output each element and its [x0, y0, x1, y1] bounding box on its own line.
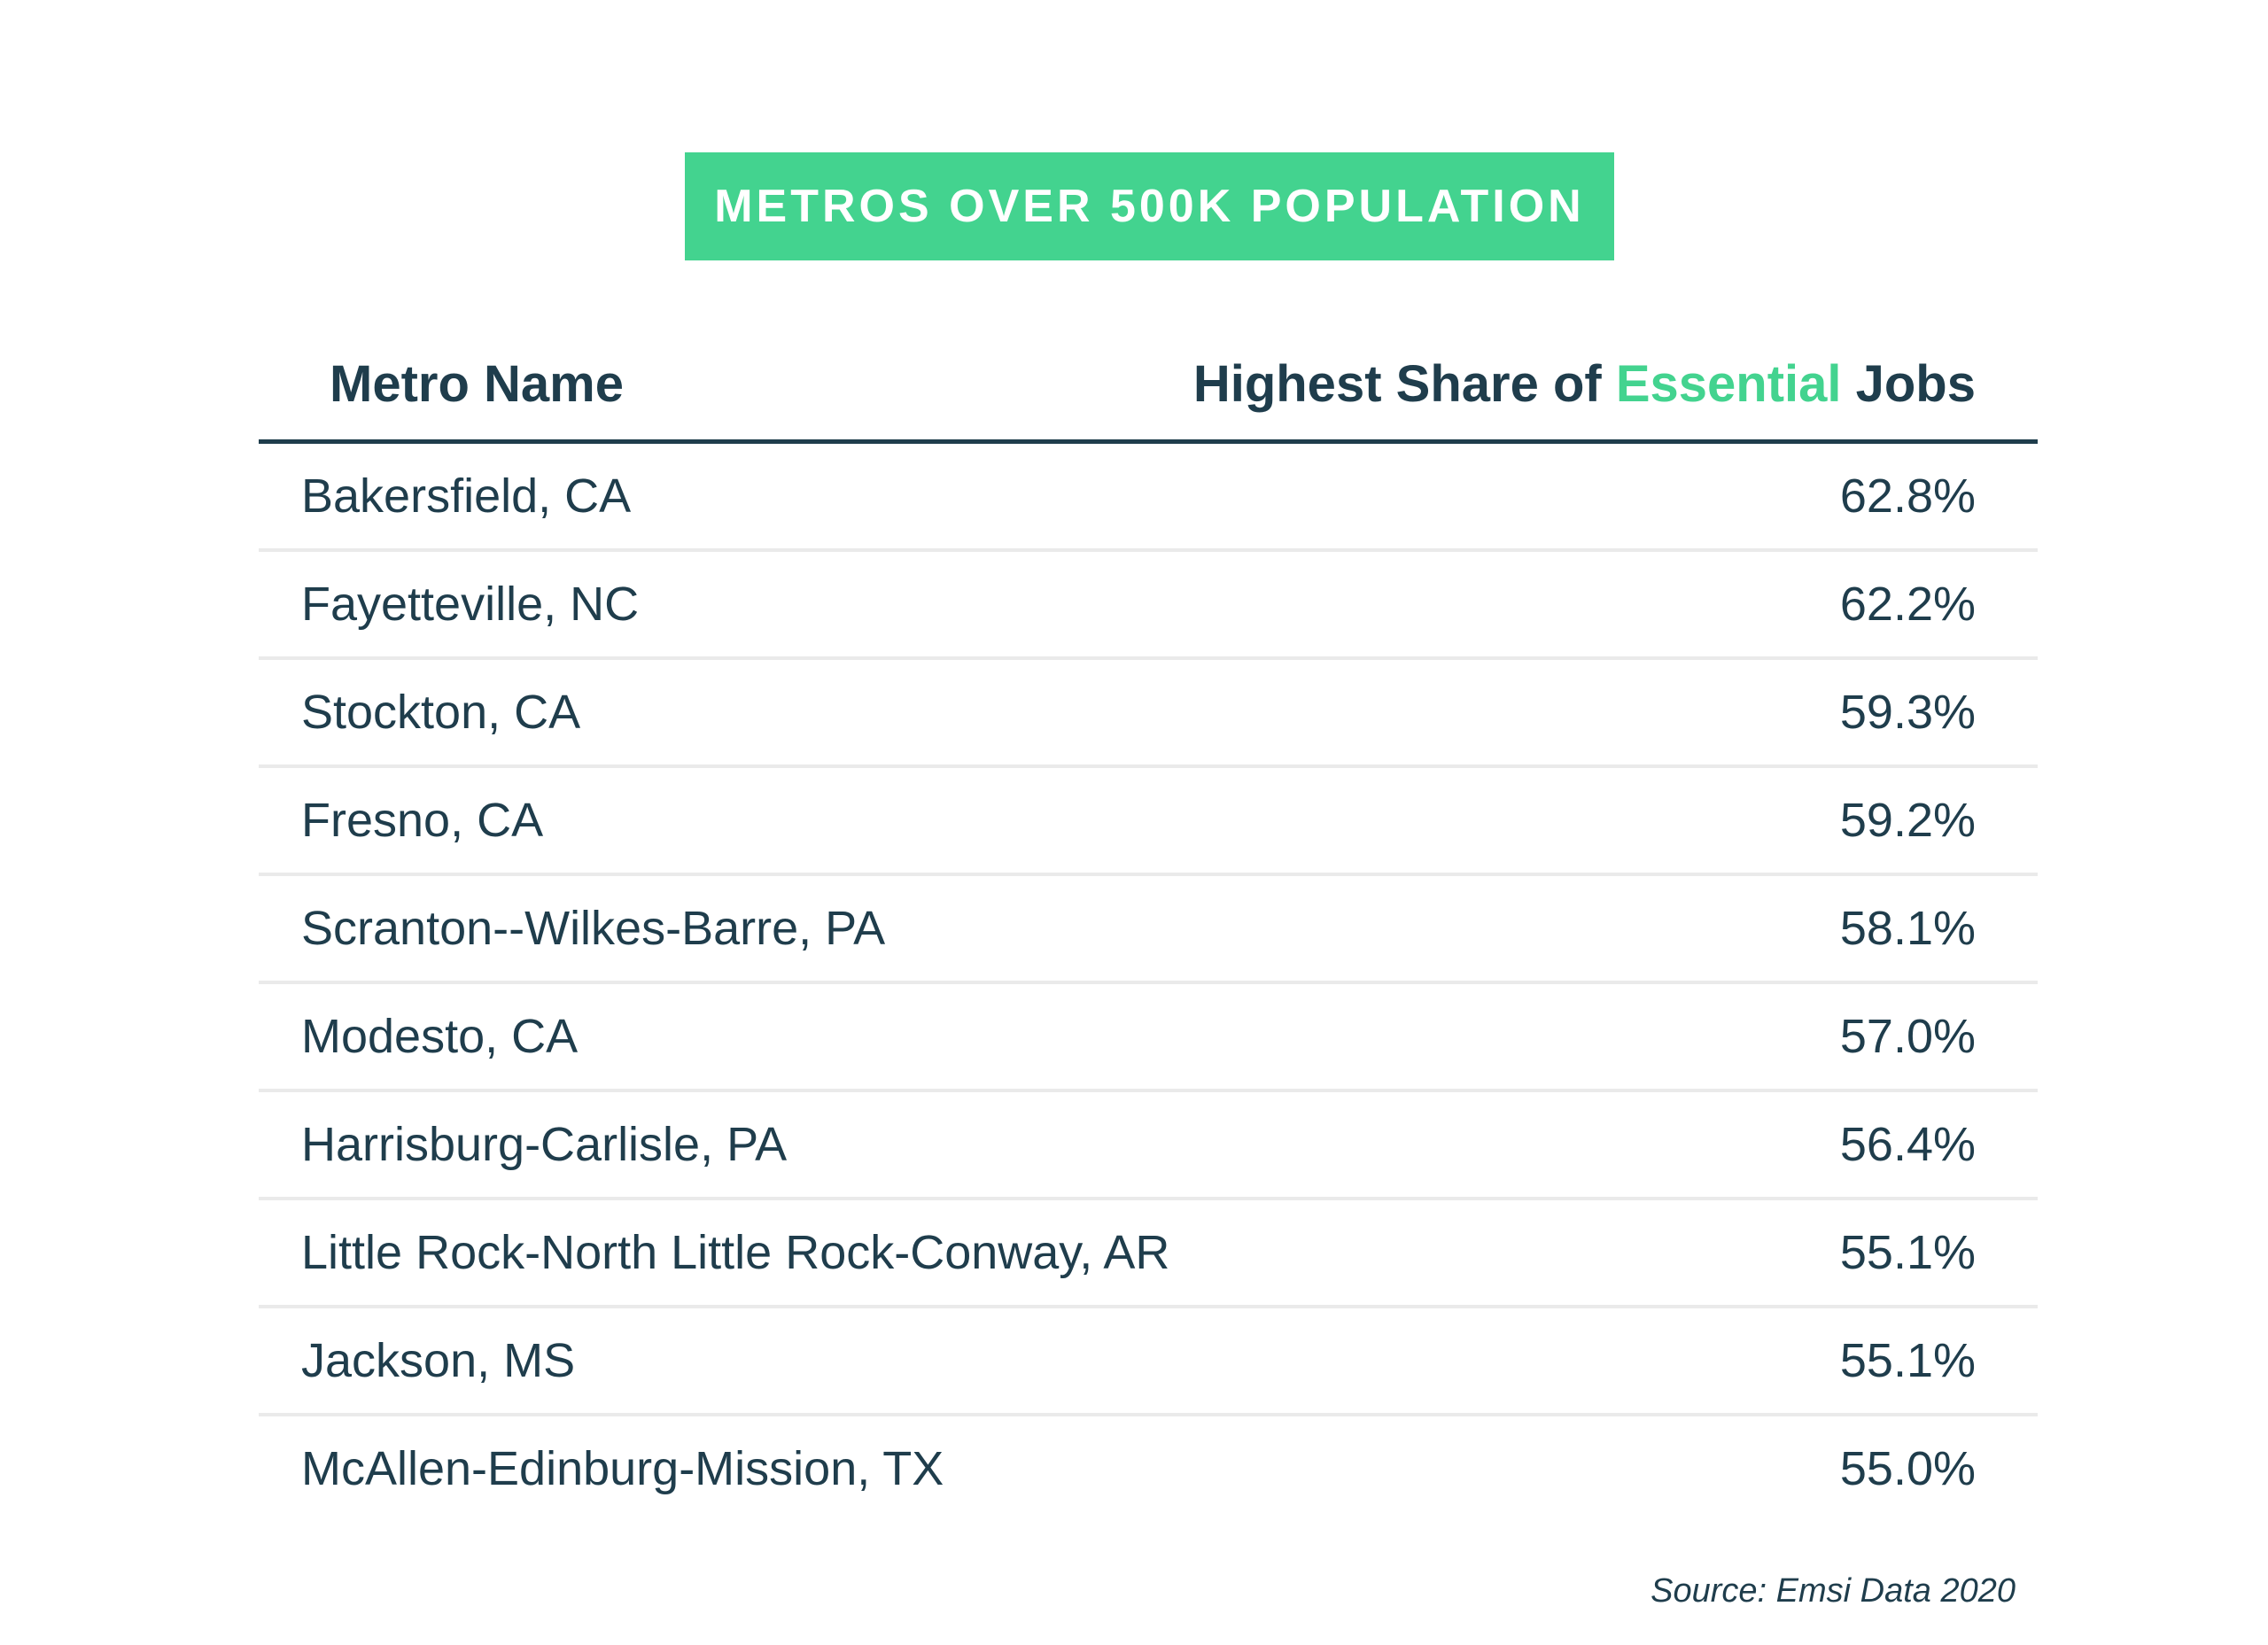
- table-row: Stockton, CA 59.3%: [259, 660, 2038, 768]
- header-divider: [259, 439, 2038, 444]
- metro-name-cell: Modesto, CA: [301, 1010, 579, 1063]
- column-header-suffix: Jobs: [1841, 355, 1976, 413]
- essential-share-cell: 62.8%: [1839, 469, 1976, 523]
- table-row: Scranton--Wilkes-Barre, PA 58.1%: [259, 876, 2038, 984]
- essential-share-cell: 55.0%: [1839, 1442, 1976, 1495]
- column-header-prefix: Highest Share of: [1192, 355, 1616, 413]
- essential-share-cell: 55.1%: [1839, 1226, 1976, 1279]
- metro-name-cell: Jackson, MS: [301, 1334, 576, 1387]
- chart-title: METROS OVER 500K POPULATION: [714, 181, 1585, 232]
- table-row: Bakersfield, CA 62.8%: [259, 444, 2038, 552]
- essential-share-cell: 56.4%: [1839, 1118, 1976, 1171]
- column-header-metro-name: Metro Name: [330, 355, 624, 413]
- metro-name-cell: Fayetteville, NC: [301, 578, 640, 631]
- table-row: Fayetteville, NC 62.2%: [259, 552, 2038, 660]
- metro-name-cell: Scranton--Wilkes-Barre, PA: [301, 902, 886, 955]
- table-body: Bakersfield, CA 62.8% Fayetteville, NC 6…: [259, 444, 2038, 1521]
- metro-name-cell: Stockton, CA: [301, 686, 581, 739]
- table-header: Metro Name Highest Share of Essential Jo…: [259, 337, 2038, 443]
- essential-share-cell: 55.1%: [1839, 1334, 1976, 1387]
- essential-share-cell: 59.3%: [1839, 686, 1976, 739]
- title-banner: METROS OVER 500K POPULATION: [685, 152, 1614, 260]
- metro-name-cell: Little Rock-North Little Rock-Conway, AR: [301, 1226, 1170, 1279]
- essential-share-cell: 57.0%: [1839, 1010, 1976, 1063]
- essential-share-cell: 58.1%: [1839, 902, 1976, 955]
- table-row: Little Rock-North Little Rock-Conway, AR…: [259, 1200, 2038, 1308]
- source-note: Source: Emsi Data 2020: [1651, 1572, 2016, 1610]
- table-row: Harrisburg-Carlisle, PA 56.4%: [259, 1092, 2038, 1200]
- metro-name-cell: Harrisburg-Carlisle, PA: [301, 1118, 788, 1171]
- metro-name-cell: McAllen-Edinburg-Mission, TX: [301, 1442, 944, 1495]
- table-row: Modesto, CA 57.0%: [259, 984, 2038, 1092]
- metro-name-cell: Fresno, CA: [301, 794, 544, 847]
- column-header-accent-word: Essential: [1615, 355, 1842, 413]
- table-row: McAllen-Edinburg-Mission, TX 55.0%: [259, 1416, 2038, 1521]
- table-row: Jackson, MS 55.1%: [259, 1308, 2038, 1416]
- metro-name-cell: Bakersfield, CA: [301, 469, 632, 523]
- essential-share-cell: 59.2%: [1839, 794, 1976, 847]
- essential-share-cell: 62.2%: [1839, 578, 1976, 631]
- column-header-essential-share: Highest Share of Essential Jobs: [1193, 354, 1976, 414]
- table-row: Fresno, CA 59.2%: [259, 768, 2038, 876]
